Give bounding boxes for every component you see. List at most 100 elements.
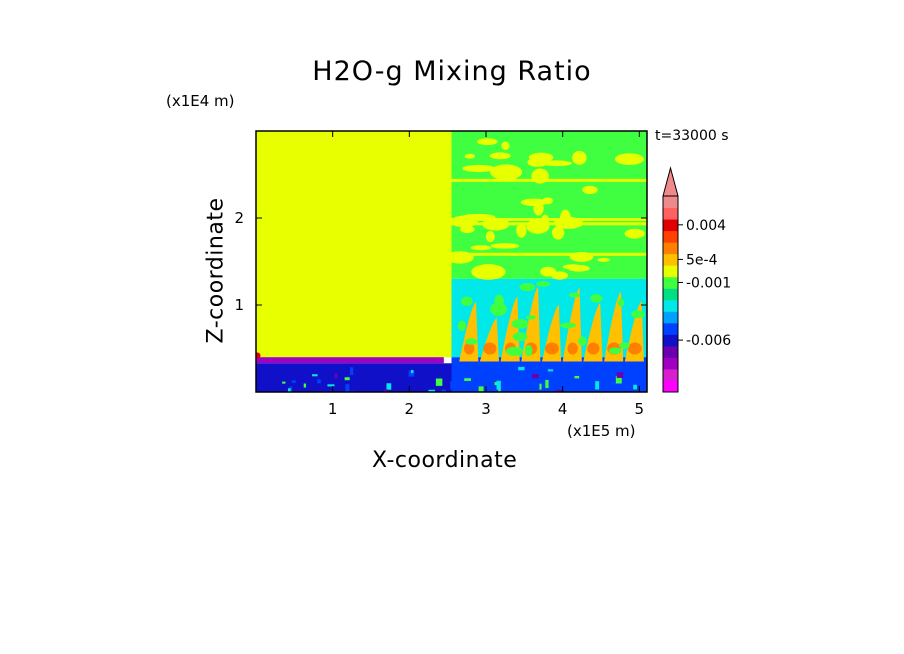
y-tick-label: 1: [234, 296, 244, 314]
surface-speckle: [539, 383, 542, 390]
texture-streak: [590, 294, 603, 303]
plume-core: [587, 342, 600, 355]
colorbar-swatch: [663, 299, 678, 312]
surface-speckle: [574, 375, 580, 379]
surface-speckle: [334, 372, 338, 379]
surface-speckle: [327, 384, 335, 387]
texture-blob: [572, 150, 587, 165]
region-upper-right-layered: [451, 131, 647, 279]
colorbar-swatch: [663, 311, 678, 324]
texture-blob: [460, 225, 475, 234]
surface-speckle: [555, 389, 563, 392]
texture-blob: [490, 243, 520, 249]
surface-speckle: [344, 377, 350, 381]
edge-spot: [256, 352, 261, 359]
texture-blob: [540, 160, 573, 167]
texture-streak: [631, 310, 645, 319]
plume-core: [463, 342, 475, 355]
plume-core: [545, 342, 559, 355]
surface-speckle: [484, 388, 491, 392]
texture-streak: [578, 336, 587, 346]
texture-blob: [501, 141, 510, 150]
surface-speckle: [350, 367, 354, 376]
y-axis-unit: (x1E4 m): [166, 92, 235, 110]
plot-frame: [255, 130, 648, 393]
texture-streak: [524, 344, 533, 357]
colorbar: 0.004 5e-4 -0.001 -0.006: [662, 166, 731, 393]
region-surface-right: [451, 357, 647, 392]
texture-streak: [512, 332, 528, 342]
colorbar-label: -0.006: [686, 333, 731, 349]
texture-blob: [614, 153, 644, 165]
surface-speckle: [408, 370, 415, 377]
texture-blob: [569, 251, 594, 262]
texture-blob: [624, 228, 645, 239]
texture-blob: [531, 168, 549, 184]
surface-speckle: [312, 374, 318, 377]
surface-speckle: [384, 389, 389, 392]
x-tick-label: 2: [405, 400, 415, 418]
x-axis-unit: (x1E5 m): [567, 422, 636, 440]
colorbar-swatch: [663, 345, 678, 358]
x-tick-label: 1: [328, 400, 338, 418]
surface-speckle: [282, 381, 286, 384]
surface-speckle: [498, 389, 501, 392]
y-ticks: 12: [234, 209, 647, 314]
colorbar-label: 5e-4: [686, 252, 718, 268]
surface-speckle: [345, 384, 350, 392]
layer-band: [451, 252, 647, 256]
texture-streak: [457, 320, 467, 332]
colorbar-swatch: [663, 368, 678, 381]
surface-speckle: [317, 379, 321, 384]
x-axis-label: X-coordinate: [372, 448, 518, 473]
texture-streak: [490, 302, 507, 316]
texture-blob: [490, 164, 523, 180]
surface-speckle: [532, 373, 539, 379]
surface-speckle: [386, 383, 392, 390]
colorbar-label: 0.004: [686, 218, 726, 234]
surface-speckle: [292, 391, 297, 392]
plume-core: [567, 342, 578, 355]
texture-streak: [525, 315, 536, 320]
texture-blob: [450, 215, 478, 228]
texture-streak: [618, 342, 630, 349]
layer-band: [451, 222, 647, 226]
colorbar-swatch: [663, 207, 678, 220]
plume-core: [627, 342, 642, 355]
x-tick-label: 3: [481, 400, 491, 418]
field-texture: [256, 138, 647, 392]
texture-streak: [608, 347, 622, 355]
texture-blob: [462, 164, 496, 173]
layer-band: [451, 178, 647, 182]
texture-blob: [597, 257, 611, 262]
colorbar-swatch: [663, 357, 678, 370]
surface-speckle: [494, 381, 498, 386]
surface-speckle: [435, 378, 443, 386]
heatmap-regions: [256, 131, 647, 392]
texture-blob: [470, 245, 492, 251]
texture-blob: [489, 152, 511, 160]
colorbar-swatch: [663, 265, 678, 278]
texture-blob: [464, 153, 475, 159]
texture-blob: [551, 226, 565, 240]
texture-streak: [465, 338, 478, 345]
colorbar-swatch: [663, 219, 678, 232]
surface-speckle: [303, 383, 307, 388]
texture-blob: [481, 271, 493, 276]
surface-speckle: [585, 366, 592, 375]
texture-blob: [582, 185, 598, 195]
colorbar-swatch: [663, 242, 678, 255]
colorbar-swatch: [663, 334, 678, 347]
surface-speckle: [496, 380, 501, 390]
colorbar-extend-arrow: [662, 166, 679, 197]
surface-speckle: [441, 389, 446, 392]
texture-blob: [526, 218, 550, 234]
surface-speckle: [450, 381, 454, 390]
texture-streak: [568, 292, 581, 298]
texture-blob: [520, 198, 548, 206]
texture-streak: [460, 296, 473, 307]
surface-speckle: [410, 370, 414, 374]
texture-blob: [485, 230, 495, 243]
surface-speckle: [567, 377, 573, 382]
